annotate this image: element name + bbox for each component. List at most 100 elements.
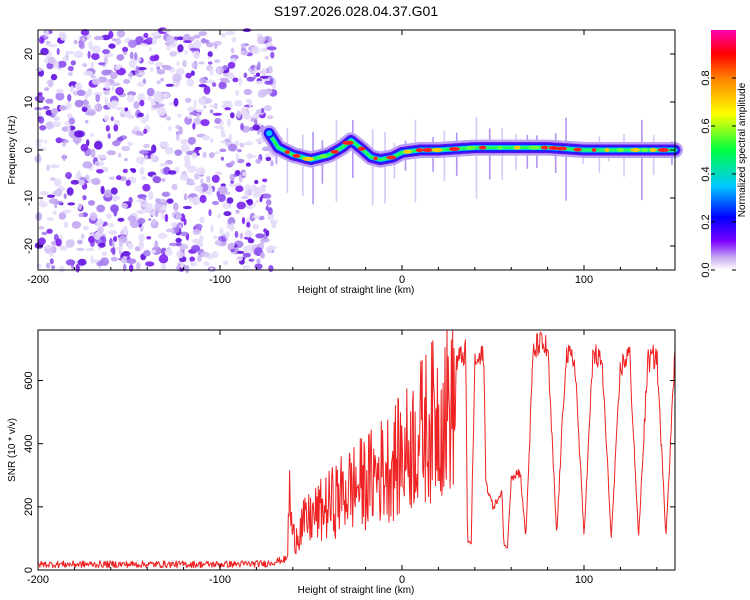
noise-blob [55, 188, 63, 197]
noise-blob [90, 255, 94, 264]
noise-blob [55, 88, 64, 94]
noise-blob [87, 200, 96, 206]
colorbar-tick-label: 0.4 [700, 166, 712, 181]
noise-blob [222, 64, 228, 71]
noise-blob [152, 104, 162, 109]
snr-panel: -200 -100 0 100 0 200 400 600 Height of straigh… [7, 329, 676, 596]
noise-blob [263, 228, 267, 233]
noise-blob [78, 213, 84, 218]
noise-blob [77, 258, 87, 266]
noise-blob [149, 67, 154, 72]
noise-blob [102, 49, 110, 55]
noise-blob [189, 261, 197, 267]
noise-blob [235, 185, 244, 193]
noise-blob [211, 251, 219, 258]
noise-blob [50, 108, 59, 116]
noise-blob [71, 221, 82, 229]
noise-blob [203, 105, 207, 109]
noise-blob [232, 77, 239, 83]
noise-blob [117, 136, 124, 142]
noise-blob [135, 261, 141, 270]
noise-blob [48, 44, 58, 48]
noise-blob [42, 105, 50, 110]
noise-blob [143, 143, 150, 149]
noise-blob [145, 112, 150, 122]
noise-blob [113, 124, 119, 132]
noise-blob [46, 164, 50, 172]
noise-blob [63, 193, 67, 199]
noise-blob [213, 125, 223, 129]
noise-blob [122, 263, 127, 272]
noise-blob [226, 197, 234, 204]
noise-blob [144, 154, 149, 160]
noise-blob [111, 82, 121, 87]
noise-blob [146, 87, 155, 97]
noise-blob [246, 221, 251, 228]
noise-blob [261, 146, 271, 152]
ridge-hotspot [630, 148, 641, 152]
noise-blob [150, 98, 155, 106]
noise-blob [267, 66, 273, 74]
noise-blob [59, 245, 68, 251]
noise-blob [99, 233, 107, 237]
noise-blob [182, 59, 187, 68]
noise-blob [137, 209, 143, 214]
noise-blob [108, 176, 115, 180]
noise-blob [140, 43, 148, 47]
noise-blob [46, 62, 54, 70]
noise-blob [157, 106, 167, 116]
noise-blob [262, 178, 268, 183]
noise-blob [255, 158, 261, 164]
noise-blob [56, 48, 60, 55]
noise-blob [228, 182, 236, 187]
noise-blob [203, 261, 210, 267]
noise-blob [101, 251, 108, 256]
noise-blob [103, 55, 108, 65]
noise-blob [94, 104, 99, 110]
noise-blob [38, 237, 46, 246]
spectrogram-frame [37, 29, 676, 271]
noise-blob [158, 254, 169, 264]
colorbar-tick-label: 0.0 [700, 262, 712, 277]
noise-blob [83, 98, 89, 108]
noise-blob [75, 264, 80, 273]
noise-blob [100, 185, 105, 195]
noise-blob [189, 111, 197, 116]
noise-blob [184, 50, 188, 55]
noise-blob [179, 139, 189, 145]
noise-blob [209, 68, 214, 76]
noise-blob [221, 133, 226, 138]
noise-blob [87, 50, 91, 59]
noise-blob [207, 51, 213, 58]
noise-blob [50, 73, 58, 81]
noise-blob [256, 258, 261, 264]
noise-blob [111, 85, 115, 92]
noise-blob [55, 92, 65, 101]
y-tick-label: 200 [23, 498, 35, 516]
noise-blob [80, 233, 85, 240]
noise-blob [148, 191, 154, 201]
noise-blob [179, 243, 189, 250]
noise-blob [194, 223, 203, 230]
noise-blob [271, 221, 277, 229]
noise-blob [183, 40, 192, 44]
noise-blob [268, 265, 274, 272]
noise-blob [83, 70, 94, 76]
noise-blob [242, 252, 251, 258]
noise-blob [240, 49, 249, 56]
noise-blob [209, 104, 218, 108]
ridge-hotspot [422, 148, 434, 152]
y-tick-label: 600 [23, 371, 35, 389]
noise-blob [175, 81, 181, 86]
x-tick-label: 0 [399, 574, 405, 586]
noise-blob [247, 154, 257, 158]
noise-blob [214, 240, 222, 246]
noise-blob [49, 258, 54, 265]
noise-blob [160, 77, 164, 82]
noise-blob [46, 217, 54, 221]
ridge-hotspot [357, 146, 366, 151]
noise-blob [90, 75, 97, 79]
noise-blob [177, 44, 184, 53]
noise-blob [259, 75, 269, 79]
noise-blob [45, 109, 53, 116]
